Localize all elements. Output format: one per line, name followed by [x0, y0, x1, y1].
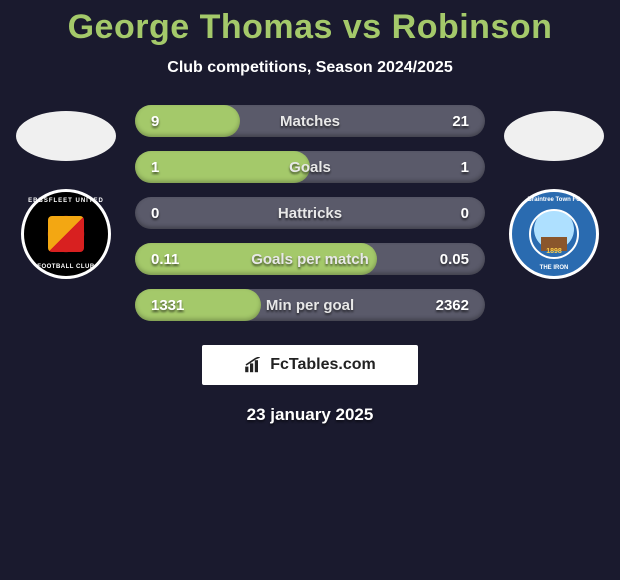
date-label: 23 january 2025	[0, 405, 620, 425]
crest-shield-icon	[48, 216, 84, 252]
stat-left-value: 0.11	[151, 251, 179, 268]
page-title: George Thomas vs Robinson	[0, 8, 620, 47]
stat-label: Matches	[280, 113, 340, 130]
stat-left-value: 1	[151, 159, 159, 176]
stats-column: 9 Matches 21 1 Goals 1 0 Hattricks 0 0.1…	[135, 105, 485, 321]
right-club-text: Braintree Town FC THE IRON	[512, 192, 596, 276]
right-club-sub: THE IRON	[512, 265, 596, 271]
subtitle: Club competitions, Season 2024/2025	[0, 59, 620, 77]
right-club-year: 1898	[512, 248, 596, 255]
stat-right-value: 21	[452, 113, 469, 130]
stat-left-value: 1331	[151, 297, 184, 314]
right-flag-icon	[504, 111, 604, 161]
stat-row-matches: 9 Matches 21	[135, 105, 485, 137]
stat-label: Goals	[289, 159, 331, 176]
right-player-col: Braintree Town FC THE IRON 1898	[499, 105, 609, 279]
stat-row-goals: 1 Goals 1	[135, 151, 485, 183]
left-club-sub: FOOTBALL CLUB	[24, 264, 108, 270]
left-flag-icon	[16, 111, 116, 161]
stat-right-value: 0.05	[440, 251, 469, 268]
stat-left-value: 0	[151, 205, 159, 222]
stat-label: Hattricks	[278, 205, 342, 222]
stat-row-mpg: 1331 Min per goal 2362	[135, 289, 485, 321]
comparison-card: George Thomas vs Robinson Club competiti…	[0, 0, 620, 425]
left-club-badge: EBBSFLEET UNITED FOOTBALL CLUB	[21, 189, 111, 279]
stat-right-value: 2362	[436, 297, 469, 314]
stat-row-hattricks: 0 Hattricks 0	[135, 197, 485, 229]
right-club-badge: Braintree Town FC THE IRON 1898	[509, 189, 599, 279]
right-club-name: Braintree Town FC	[512, 197, 596, 203]
brand-box[interactable]: FcTables.com	[202, 345, 418, 385]
stat-right-value: 0	[461, 205, 469, 222]
main-row: EBBSFLEET UNITED FOOTBALL CLUB 9 Matches…	[0, 105, 620, 321]
brand-label: FcTables.com	[270, 356, 376, 374]
stat-label: Goals per match	[251, 251, 369, 268]
stat-label: Min per goal	[266, 297, 354, 314]
left-player-col: EBBSFLEET UNITED FOOTBALL CLUB	[11, 105, 121, 279]
stat-fill	[135, 151, 310, 183]
left-club-name: EBBSFLEET UNITED	[24, 198, 108, 204]
stat-left-value: 9	[151, 113, 159, 130]
bar-chart-icon	[244, 357, 264, 373]
stat-right-value: 1	[461, 159, 469, 176]
stat-row-gpm: 0.11 Goals per match 0.05	[135, 243, 485, 275]
